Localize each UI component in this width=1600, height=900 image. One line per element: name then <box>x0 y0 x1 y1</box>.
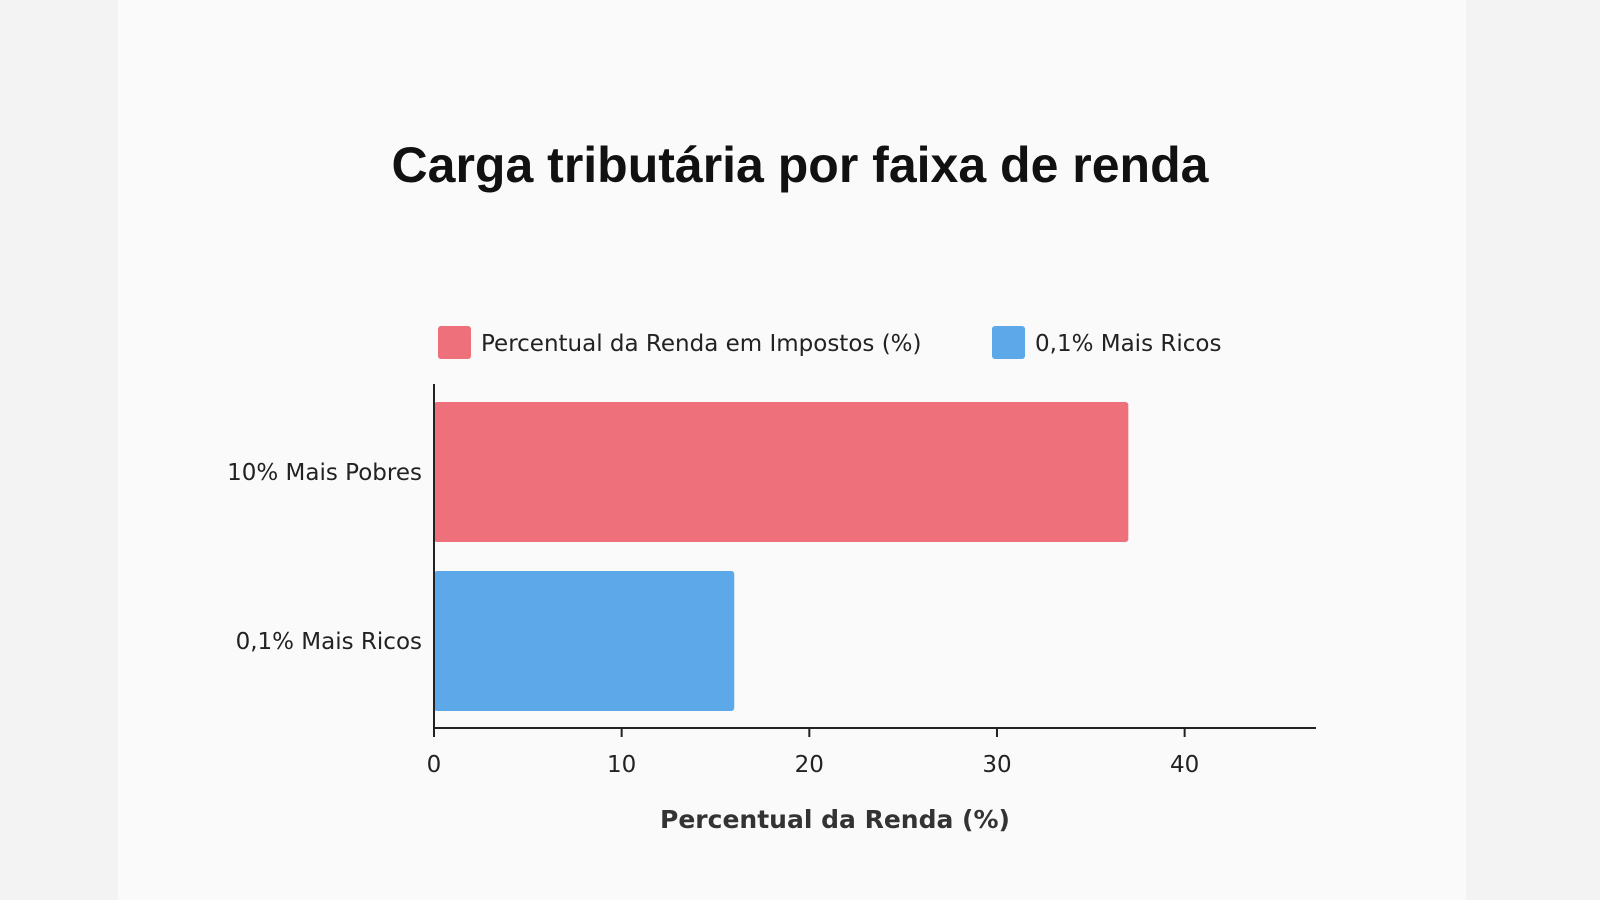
legend-label-1: Percentual da Renda em Impostos (%) <box>481 331 922 357</box>
bar-1 <box>434 402 1129 542</box>
legend-swatch-2 <box>992 326 1025 359</box>
x-tick-label-30: 30 <box>982 752 1011 778</box>
category-label-2: 0,1% Mais Ricos <box>236 629 422 655</box>
x-tick-label-40: 40 <box>1170 752 1199 778</box>
x-axis-label: Percentual da Renda (%) <box>660 805 1010 834</box>
legend-label-2: 0,1% Mais Ricos <box>1035 331 1221 357</box>
x-tick-label-20: 20 <box>795 752 824 778</box>
bar-2 <box>434 571 735 711</box>
legend-swatch-1 <box>438 326 471 359</box>
chart-title: Carga tributária por faixa de renda <box>391 137 1209 193</box>
category-label-1: 10% Mais Pobres <box>227 460 422 486</box>
x-tick-label-0: 0 <box>427 752 442 778</box>
x-tick-label-10: 10 <box>607 752 636 778</box>
